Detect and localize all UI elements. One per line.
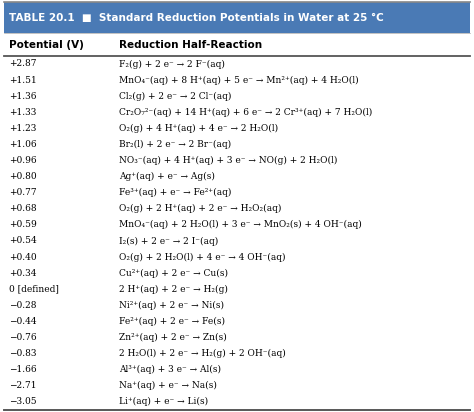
- Text: +1.06: +1.06: [9, 140, 37, 149]
- Text: +0.96: +0.96: [9, 156, 37, 165]
- Text: Br₂(l) + 2 e⁻ → 2 Br⁻(aq): Br₂(l) + 2 e⁻ → 2 Br⁻(aq): [119, 140, 231, 149]
- Text: +1.33: +1.33: [9, 108, 37, 117]
- Text: +0.40: +0.40: [9, 253, 37, 262]
- Text: Reduction Half-Reaction: Reduction Half-Reaction: [119, 40, 262, 50]
- Text: +1.36: +1.36: [9, 91, 37, 101]
- Text: −0.44: −0.44: [9, 317, 37, 326]
- Text: 0 [defined]: 0 [defined]: [9, 285, 59, 294]
- Text: +1.23: +1.23: [9, 124, 37, 133]
- Text: MnO₄⁻(aq) + 8 H⁺(aq) + 5 e⁻ → Mn²⁺(aq) + 4 H₂O(l): MnO₄⁻(aq) + 8 H⁺(aq) + 5 e⁻ → Mn²⁺(aq) +…: [119, 75, 359, 84]
- Text: O₂(g) + 4 H⁺(aq) + 4 e⁻ → 2 H₂O(l): O₂(g) + 4 H⁺(aq) + 4 e⁻ → 2 H₂O(l): [119, 124, 278, 133]
- Text: TABLE 20.1  ■  Standard Reduction Potentials in Water at 25 °C: TABLE 20.1 ■ Standard Reduction Potentia…: [9, 13, 384, 23]
- Text: −0.76: −0.76: [9, 333, 37, 342]
- Text: Cl₂(g) + 2 e⁻ → 2 Cl⁻(aq): Cl₂(g) + 2 e⁻ → 2 Cl⁻(aq): [119, 91, 231, 101]
- Text: 2 H⁺(aq) + 2 e⁻ → H₂(g): 2 H⁺(aq) + 2 e⁻ → H₂(g): [119, 285, 228, 294]
- Text: −0.28: −0.28: [9, 301, 37, 310]
- Text: O₂(g) + 2 H⁺(aq) + 2 e⁻ → H₂O₂(aq): O₂(g) + 2 H⁺(aq) + 2 e⁻ → H₂O₂(aq): [119, 204, 282, 213]
- Text: Cr₂O₇²⁻(aq) + 14 H⁺(aq) + 6 e⁻ → 2 Cr³⁺(aq) + 7 H₂O(l): Cr₂O₇²⁻(aq) + 14 H⁺(aq) + 6 e⁻ → 2 Cr³⁺(…: [119, 108, 372, 117]
- Text: +0.68: +0.68: [9, 204, 37, 213]
- Text: I₂(s) + 2 e⁻ → 2 I⁻(aq): I₂(s) + 2 e⁻ → 2 I⁻(aq): [119, 236, 218, 246]
- Text: Li⁺(aq) + e⁻ → Li(s): Li⁺(aq) + e⁻ → Li(s): [119, 397, 208, 407]
- Text: F₂(g) + 2 e⁻ → 2 F⁻(aq): F₂(g) + 2 e⁻ → 2 F⁻(aq): [119, 59, 225, 68]
- Text: +0.54: +0.54: [9, 236, 37, 246]
- Text: Ni²⁺(aq) + 2 e⁻ → Ni(s): Ni²⁺(aq) + 2 e⁻ → Ni(s): [119, 301, 224, 310]
- Text: Ag⁺(aq) + e⁻ → Ag(s): Ag⁺(aq) + e⁻ → Ag(s): [119, 172, 215, 181]
- Text: −1.66: −1.66: [9, 365, 37, 374]
- Text: +2.87: +2.87: [9, 59, 37, 68]
- Text: +1.51: +1.51: [9, 75, 37, 84]
- Text: Na⁺(aq) + e⁻ → Na(s): Na⁺(aq) + e⁻ → Na(s): [119, 381, 217, 390]
- Text: +0.59: +0.59: [9, 220, 37, 229]
- Text: +0.77: +0.77: [9, 188, 37, 197]
- Text: −2.71: −2.71: [9, 381, 37, 390]
- Text: 2 H₂O(l) + 2 e⁻ → H₂(g) + 2 OH⁻(aq): 2 H₂O(l) + 2 e⁻ → H₂(g) + 2 OH⁻(aq): [119, 349, 286, 358]
- Text: −3.05: −3.05: [9, 398, 37, 406]
- Bar: [4, 2, 470, 33]
- Text: −0.83: −0.83: [9, 349, 37, 358]
- Text: Cu²⁺(aq) + 2 e⁻ → Cu(s): Cu²⁺(aq) + 2 e⁻ → Cu(s): [119, 269, 228, 278]
- Text: MnO₄⁻(aq) + 2 H₂O(l) + 3 e⁻ → MnO₂(s) + 4 OH⁻(aq): MnO₄⁻(aq) + 2 H₂O(l) + 3 e⁻ → MnO₂(s) + …: [119, 220, 362, 229]
- Text: NO₃⁻(aq) + 4 H⁺(aq) + 3 e⁻ → NO(g) + 2 H₂O(l): NO₃⁻(aq) + 4 H⁺(aq) + 3 e⁻ → NO(g) + 2 H…: [119, 156, 337, 165]
- Text: Potential (V): Potential (V): [9, 40, 84, 50]
- Text: Fe³⁺(aq) + e⁻ → Fe²⁺(aq): Fe³⁺(aq) + e⁻ → Fe²⁺(aq): [119, 188, 231, 197]
- Text: O₂(g) + 2 H₂O(l) + 4 e⁻ → 4 OH⁻(aq): O₂(g) + 2 H₂O(l) + 4 e⁻ → 4 OH⁻(aq): [119, 253, 285, 262]
- Text: +0.34: +0.34: [9, 269, 37, 278]
- Text: Zn²⁺(aq) + 2 e⁻ → Zn(s): Zn²⁺(aq) + 2 e⁻ → Zn(s): [119, 333, 227, 342]
- Text: Al³⁺(aq) + 3 e⁻ → Al(s): Al³⁺(aq) + 3 e⁻ → Al(s): [119, 365, 221, 374]
- Text: Fe²⁺(aq) + 2 e⁻ → Fe(s): Fe²⁺(aq) + 2 e⁻ → Fe(s): [119, 317, 225, 326]
- Text: +0.80: +0.80: [9, 172, 37, 181]
